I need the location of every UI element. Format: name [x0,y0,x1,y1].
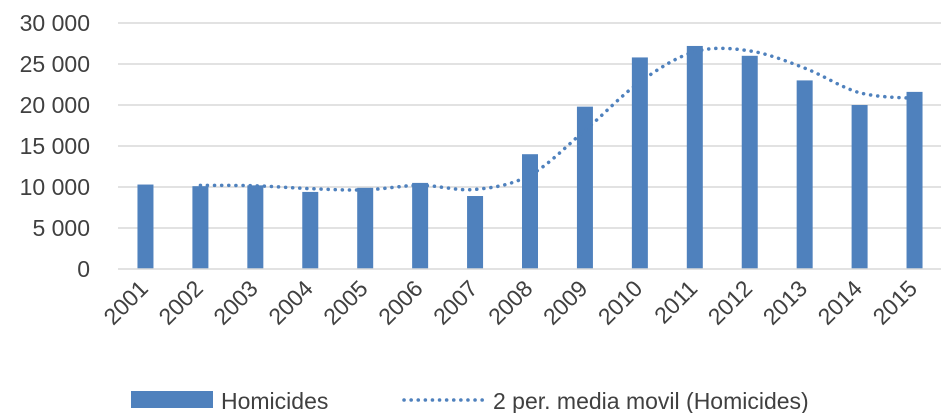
x-tick-label: 2007 [428,275,483,330]
bar-homicides-2008 [522,154,538,269]
x-tick-label: 2015 [868,275,923,330]
x-tick-label: 2002 [153,275,208,330]
y-tick-label: 10 000 [20,174,90,200]
y-tick-label: 5 000 [32,215,90,241]
legend-label-homicides: Homicides [221,388,328,413]
y-tick-label: 15 000 [20,133,90,159]
bar-homicides-2003 [247,185,264,269]
y-tick-label: 30 000 [20,10,90,36]
moving-average-line [198,46,917,192]
x-tick-label: 2001 [98,275,153,330]
x-tick-label: 2006 [373,275,428,330]
x-tick-label: 2008 [483,275,538,330]
bar-homicides-2002 [192,186,209,269]
bar-homicides-2006 [412,182,429,269]
y-axis-tick-labels: 0 5 000 10 000 15 000 20 000 25 000 30 000 [20,10,90,282]
bar-homicides-2013 [796,80,813,270]
legend-swatch-homicides [131,391,213,408]
x-tick-label: 2010 [593,275,648,330]
x-tick-label: 2013 [758,275,813,330]
bar-homicides-2014 [851,105,868,269]
legend-label-moving-average: 2 per. media movil (Homicides) [493,388,809,413]
x-tick-label: 2014 [813,275,868,330]
x-tick-label: 2003 [208,275,263,330]
x-axis-tick-labels: 2001 2002 2003 2004 2005 2006 2007 2008 2009 2010… [98,275,922,330]
legend: Homicides 2 per. media movil (Homicides) [131,388,809,413]
x-tick-label: 2005 [318,275,373,330]
bar-homicides-2009 [576,106,593,269]
bar-homicides-2005 [357,187,374,269]
bar-homicides-2010 [631,57,648,269]
bars-homicides [137,45,923,270]
x-tick-label: 2009 [538,275,593,330]
bar-homicides-2001 [137,184,154,269]
y-tick-label: 25 000 [20,51,90,77]
bar-homicides-2015 [906,91,923,269]
x-tick-label: 2012 [703,275,758,330]
y-tick-label: 20 000 [20,92,90,118]
bar-homicides-2007 [467,196,484,269]
bar-homicides-2012 [741,55,758,269]
bar-homicides-2011 [686,45,703,270]
x-tick-label: 2004 [263,275,318,330]
x-tick-label: 2011 [649,275,702,328]
y-tick-label: 0 [77,256,90,282]
bar-homicides-2004 [302,191,319,269]
